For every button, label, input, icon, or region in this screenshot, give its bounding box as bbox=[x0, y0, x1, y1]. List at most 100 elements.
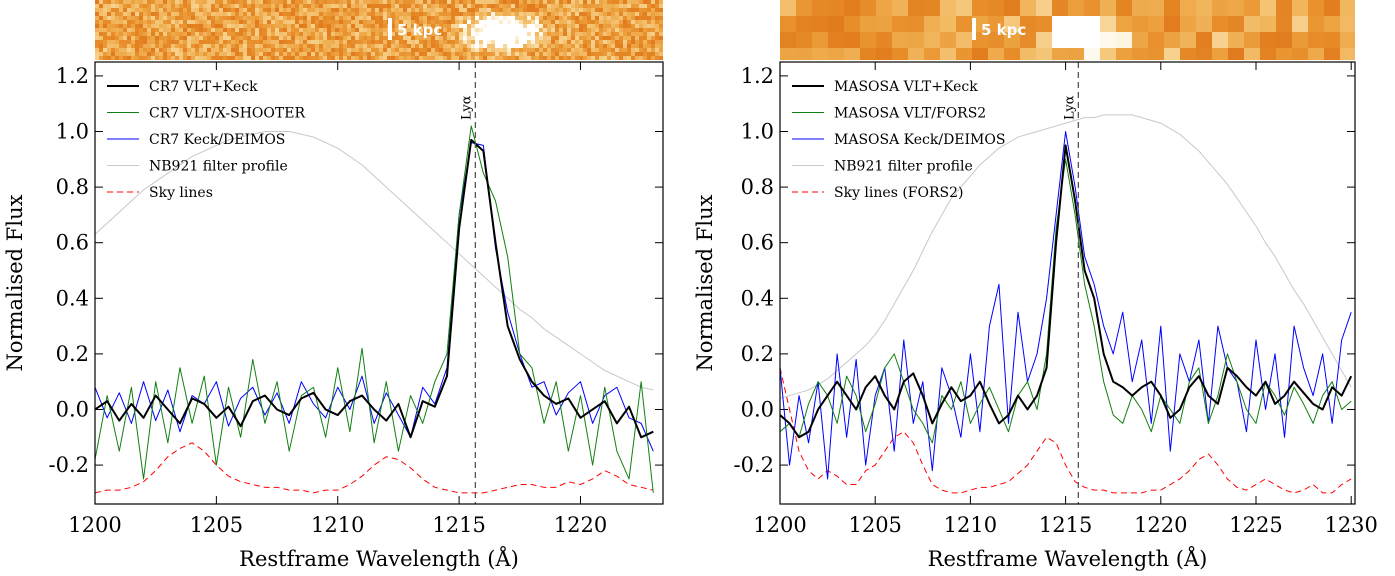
thumbnail-pixel bbox=[655, 4, 659, 8]
thumbnail-pixel bbox=[423, 8, 427, 12]
thumbnail-pixel bbox=[583, 24, 587, 28]
thumbnail-pixel bbox=[355, 12, 359, 16]
thumbnail-pixel bbox=[159, 48, 163, 52]
thumbnail-pixel bbox=[359, 56, 363, 60]
thumbnail-pixel bbox=[515, 52, 519, 56]
thumbnail-pixel bbox=[491, 52, 495, 56]
thumbnail-pixel bbox=[439, 24, 443, 28]
thumbnail-pixel bbox=[131, 48, 135, 52]
thumbnail-pixel bbox=[551, 20, 555, 24]
thumbnail-pixel bbox=[239, 44, 243, 48]
thumbnail-pixel bbox=[507, 44, 511, 48]
thumbnail-pixel bbox=[407, 16, 411, 20]
thumbnail-pixel bbox=[115, 20, 119, 24]
thumbnail-pixel bbox=[503, 16, 507, 20]
thumbnail-pixel bbox=[227, 20, 231, 24]
thumbnail-pixel bbox=[283, 56, 287, 60]
thumbnail-pixel bbox=[287, 32, 291, 36]
thumbnail-pixel bbox=[475, 52, 479, 56]
thumbnail-pixel bbox=[163, 36, 167, 40]
thumbnail-pixel bbox=[155, 44, 159, 48]
thumbnail-pixel bbox=[191, 48, 195, 52]
thumbnail-pixel bbox=[219, 8, 223, 12]
thumbnail-pixel bbox=[463, 56, 467, 60]
thumbnail-pixel bbox=[351, 8, 355, 12]
thumbnail-pixel bbox=[391, 4, 395, 8]
thumbnail-pixel bbox=[199, 12, 203, 16]
thumbnail-pixel bbox=[459, 12, 463, 16]
thumbnail-pixel bbox=[219, 16, 223, 20]
thumbnail-pixel bbox=[475, 44, 479, 48]
thumbnail-pixel bbox=[527, 32, 531, 36]
thumbnail-pixel bbox=[311, 4, 315, 8]
thumbnail-pixel bbox=[323, 32, 327, 36]
thumbnail-pixel bbox=[655, 32, 659, 36]
thumbnail-pixel bbox=[491, 44, 495, 48]
thumbnail-pixel bbox=[355, 24, 359, 28]
thumbnail-pixel bbox=[431, 8, 435, 12]
thumbnail-pixel bbox=[375, 40, 379, 44]
thumbnail-pixel bbox=[403, 40, 407, 44]
thumbnail-pixel bbox=[555, 8, 559, 12]
thumbnail-pixel bbox=[523, 4, 527, 8]
thumbnail-pixel bbox=[383, 32, 387, 36]
thumbnail-pixel bbox=[1020, 0, 1036, 16]
thumbnail-pixel bbox=[383, 48, 387, 52]
thumbnail-pixel bbox=[159, 52, 163, 56]
thumbnail-pixel bbox=[471, 0, 475, 4]
thumbnail-pixel bbox=[583, 12, 587, 16]
thumbnail-pixel bbox=[459, 16, 463, 20]
thumbnail-pixel bbox=[167, 24, 171, 28]
thumbnail-pixel bbox=[411, 32, 415, 36]
thumbnail-pixel bbox=[860, 48, 876, 60]
thumbnail-pixel bbox=[527, 8, 531, 12]
thumbnail-pixel bbox=[283, 16, 287, 20]
thumbnail-pixel bbox=[107, 8, 111, 12]
thumbnail-pixel bbox=[383, 44, 387, 48]
thumbnail-pixel bbox=[575, 20, 579, 24]
thumbnail-pixel bbox=[483, 44, 487, 48]
thumbnail-pixel bbox=[1036, 0, 1052, 16]
thumbnail-pixel bbox=[591, 12, 595, 16]
thumbnail-pixel bbox=[151, 0, 155, 4]
thumbnail-pixel bbox=[187, 48, 191, 52]
thumbnail-pixel bbox=[603, 4, 607, 8]
thumbnail-pixel bbox=[439, 28, 443, 32]
thumbnail-pixel bbox=[103, 44, 107, 48]
thumbnail-pixel bbox=[643, 44, 647, 48]
thumbnail-pixel bbox=[163, 16, 167, 20]
thumbnail-pixel bbox=[575, 8, 579, 12]
thumbnail-pixel bbox=[227, 12, 231, 16]
thumbnail-pixel bbox=[135, 44, 139, 48]
thumbnail-pixel bbox=[115, 44, 119, 48]
thumbnail-pixel bbox=[171, 52, 175, 56]
thumbnail-pixel bbox=[627, 44, 631, 48]
thumbnail-pixel bbox=[519, 12, 523, 16]
thumbnail-pixel bbox=[527, 12, 531, 16]
thumbnail-pixel bbox=[391, 56, 395, 60]
thumbnail-pixel bbox=[291, 40, 295, 44]
thumbnail-pixel bbox=[203, 16, 207, 20]
thumbnail-pixel bbox=[639, 36, 643, 40]
thumbnail-pixel bbox=[143, 48, 147, 52]
thumbnail-pixel bbox=[383, 12, 387, 16]
thumbnail-pixel bbox=[603, 32, 607, 36]
thumbnail-pixel bbox=[551, 36, 555, 40]
thumbnail-pixel bbox=[467, 52, 471, 56]
thumbnail-pixel bbox=[231, 20, 235, 24]
thumbnail-pixel bbox=[187, 52, 191, 56]
thumbnail-pixel bbox=[211, 36, 215, 40]
thumbnail-pixel bbox=[299, 0, 303, 4]
thumbnail-pixel bbox=[167, 20, 171, 24]
thumbnail-pixel bbox=[391, 52, 395, 56]
thumbnail-pixel bbox=[587, 8, 591, 12]
thumbnail-pixel bbox=[435, 44, 439, 48]
thumbnail-pixel bbox=[547, 8, 551, 12]
thumbnail-pixel bbox=[139, 0, 143, 4]
thumbnail-pixel bbox=[555, 0, 559, 4]
thumbnail-pixel bbox=[219, 12, 223, 16]
thumbnail-pixel bbox=[175, 56, 179, 60]
x-tick-label: 1220 bbox=[1134, 513, 1187, 537]
thumbnail-pixel bbox=[523, 56, 527, 60]
thumbnail-pixel bbox=[211, 44, 215, 48]
